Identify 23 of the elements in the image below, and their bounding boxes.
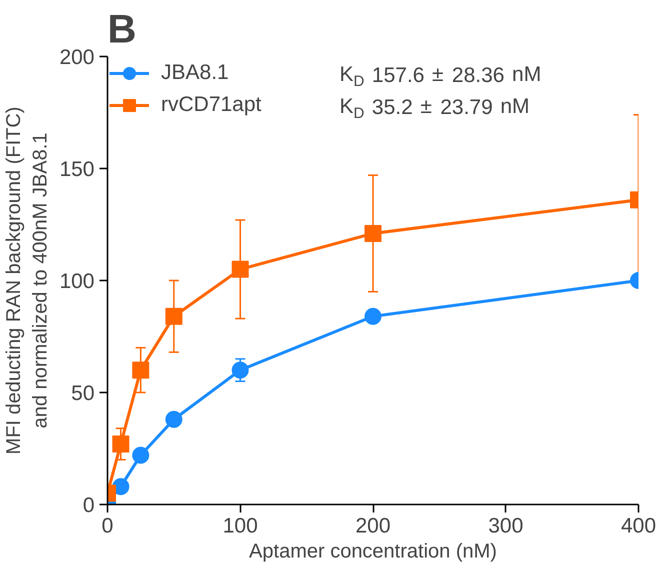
- point: [232, 362, 249, 379]
- point: [165, 410, 182, 428]
- y-tick-label: 0: [82, 494, 95, 517]
- x-tick-label: 200: [355, 514, 391, 538]
- y-tick-label: 50: [71, 382, 94, 405]
- chart-title: B: [108, 8, 136, 52]
- point: [132, 362, 150, 379]
- point: [132, 446, 150, 464]
- y-axis-title: MFI deducting RAN background (FITC) and normalized to 400nM JBA8.1: [3, 106, 52, 454]
- x-tick-label: 300: [488, 514, 524, 538]
- point: [232, 260, 249, 278]
- x-tick-label: 400: [620, 514, 656, 538]
- y-tick-label: 200: [59, 46, 95, 69]
- y-tick-label: 100: [59, 270, 95, 293]
- y-tick-label: 150: [59, 158, 95, 181]
- legend-label: JBA8.1: [161, 60, 230, 86]
- point: [112, 436, 130, 453]
- point: [165, 308, 182, 325]
- x-tick-label: 100: [222, 514, 258, 538]
- point: [112, 478, 130, 496]
- x-axis-title: Aptamer concentration (nM): [249, 540, 497, 562]
- legend-label: rvCD71apt: [161, 92, 262, 118]
- x-tick-label: 0: [102, 514, 114, 538]
